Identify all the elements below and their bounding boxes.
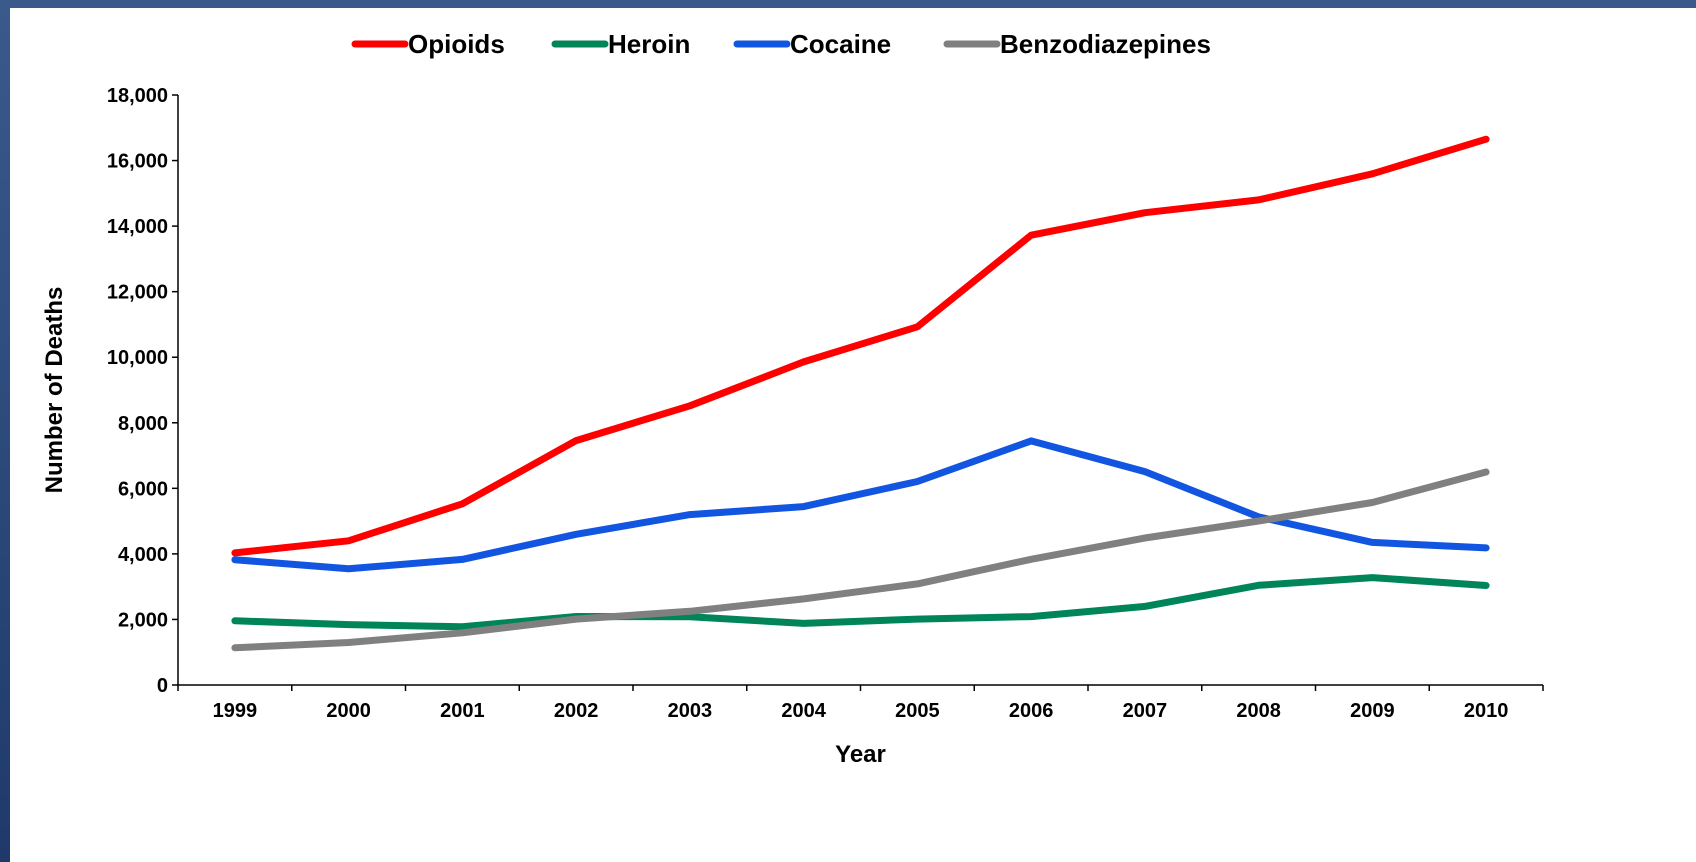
legend-item-heroin: Heroin bbox=[551, 29, 690, 59]
x-tick-label: 2007 bbox=[1123, 700, 1168, 722]
y-tick-label: 16,000 bbox=[107, 151, 168, 173]
series-line-heroin bbox=[231, 574, 1490, 631]
x-axis: 1999 2000 2001 2002 2003 2004 2005 2006 2007 2008… bbox=[177, 684, 1544, 722]
x-tick-label: 2001 bbox=[440, 700, 485, 722]
x-tick-label: 2009 bbox=[1350, 700, 1395, 722]
y-tick-label: 4,000 bbox=[118, 544, 168, 566]
x-axis-title: Year bbox=[835, 741, 886, 768]
y-tick-label: 8,000 bbox=[118, 413, 168, 435]
legend-label: Heroin bbox=[608, 29, 690, 59]
legend-label: Cocaine bbox=[790, 29, 891, 59]
x-tick-label: 2002 bbox=[554, 700, 599, 722]
x-tick-label: 2006 bbox=[1009, 700, 1054, 722]
legend-item-opioids: Opioids bbox=[351, 29, 505, 59]
y-tick-label: 2,000 bbox=[118, 609, 168, 631]
series-line-benzodiazepines bbox=[231, 468, 1490, 652]
legend-item-benzodiazepines: Benzodiazepines bbox=[943, 29, 1211, 59]
x-tick-label: 2008 bbox=[1236, 700, 1281, 722]
x-tick-label: 2004 bbox=[781, 700, 826, 722]
legend: Opioids Heroin Cocaine Benzodiazepines bbox=[351, 29, 1211, 59]
chart-panel: Opioids Heroin Cocaine Benzodiazepines 0 2,0… bbox=[10, 8, 1696, 862]
x-tick-label: 1999 bbox=[213, 700, 258, 722]
x-tick-label: 2010 bbox=[1464, 700, 1509, 722]
legend-item-cocaine: Cocaine bbox=[733, 29, 891, 59]
series-lines bbox=[231, 135, 1490, 652]
x-tick-label: 2000 bbox=[326, 700, 371, 722]
y-tick-label: 10,000 bbox=[107, 347, 168, 369]
x-tick-label: 2005 bbox=[895, 700, 940, 722]
series-line-cocaine bbox=[231, 437, 1490, 573]
y-tick-label: 14,000 bbox=[107, 216, 168, 238]
y-tick-label: 18,000 bbox=[107, 85, 168, 107]
y-tick-label: 6,000 bbox=[118, 478, 168, 500]
line-chart: Opioids Heroin Cocaine Benzodiazepines 0 2,0… bbox=[41, 29, 1544, 768]
y-axis-title: Number of Deaths bbox=[41, 287, 68, 494]
legend-label: Opioids bbox=[408, 29, 505, 59]
x-tick-label: 2003 bbox=[668, 700, 713, 722]
y-axis: 0 2,000 4,000 6,000 8,000 10,000 12,000 14,000 1… bbox=[107, 85, 179, 697]
series-line-opioids bbox=[231, 135, 1490, 557]
y-tick-label: 0 bbox=[157, 675, 168, 697]
y-tick-label: 12,000 bbox=[107, 282, 168, 304]
legend-label: Benzodiazepines bbox=[1000, 29, 1211, 59]
